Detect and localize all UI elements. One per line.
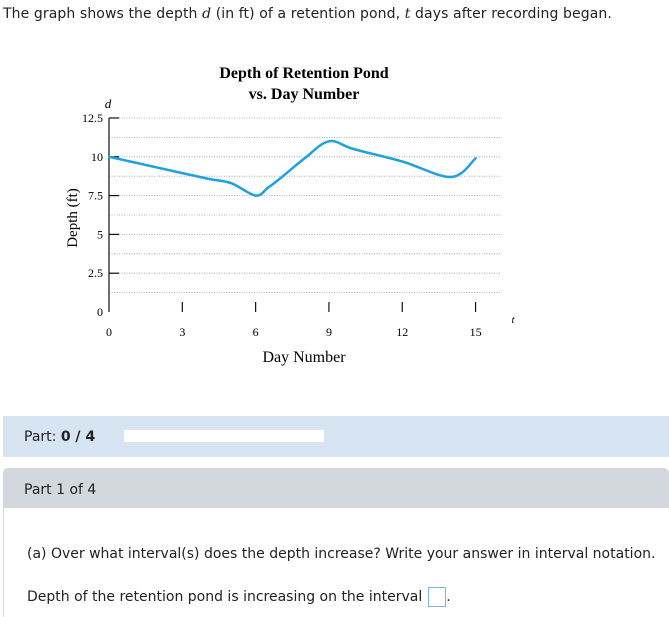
prompt-middle: (in ft) of a retention pond, [211,6,405,22]
y-tick-label: 12.5 [82,111,103,125]
y-axis-variable: d [105,96,112,111]
part-panel: Part 1 of 4 (a) Over what interval(s) do… [3,468,669,617]
part-progress-label: Part: 0 / 4 [24,429,95,445]
y-ticks: 0 2.5 5 7.5 10 12.5 [82,111,119,319]
x-tick-label: 12 [396,325,408,339]
var-t: t [404,6,411,22]
prompt-suffix: days after recording began. [410,6,612,22]
prompt-prefix: The graph shows the depth [3,6,203,22]
chart-title-line1: Depth of Retention Pond [219,65,388,82]
var-d: d [202,6,212,22]
answer-line: Depth of the retention pond is increasin… [27,587,451,607]
part-header[interactable]: Part 1 of 4 [3,468,669,508]
x-tick-label: 9 [326,325,332,339]
problem-statement: The graph shows the depth d (in ft) of a… [3,6,612,22]
x-tick-label: 0 [106,325,112,339]
x-tick-label: 6 [253,325,259,339]
part-total: 4 [85,429,96,445]
part-prefix: Part: [24,429,61,445]
y-tick-label: 5 [97,227,103,241]
progress-bar: Part: 0 / 4 [3,416,669,457]
part-current: 0 [60,429,71,445]
grid-lines [109,117,500,294]
part-sep: / [70,429,86,445]
part-header-label: Part 1 of 4 [24,482,97,498]
x-tick-label: 3 [179,325,185,339]
y-axis-label: Depth (ft) [65,188,81,248]
chart-title-line2: vs. Day Number [249,86,360,103]
y-tick-label: 10 [91,150,103,164]
y-tick-label: 7.5 [88,189,103,203]
x-axis-variable: t [511,314,515,326]
answer-input[interactable] [428,587,447,607]
y-tick-label: 2.5 [88,266,103,280]
x-ticks: 0 3 6 9 12 15 [106,302,482,339]
answer-suffix: . [446,589,451,605]
depth-chart: 0 3 6 9 12 15 0 2.5 5 7.5 10 12.5 Depth of Retenti… [65,65,515,366]
x-tick-label: 15 [470,325,482,339]
depth-series-line [107,139,477,197]
y-tick-label: 0 [97,305,103,319]
part-body: (a) Over what interval(s) does the depth… [3,508,669,617]
progress-track [124,430,324,442]
answer-label: Depth of the retention pond is increasin… [27,589,423,605]
x-axis-label: Day Number [262,349,346,366]
question-text: (a) Over what interval(s) does the depth… [27,546,656,562]
